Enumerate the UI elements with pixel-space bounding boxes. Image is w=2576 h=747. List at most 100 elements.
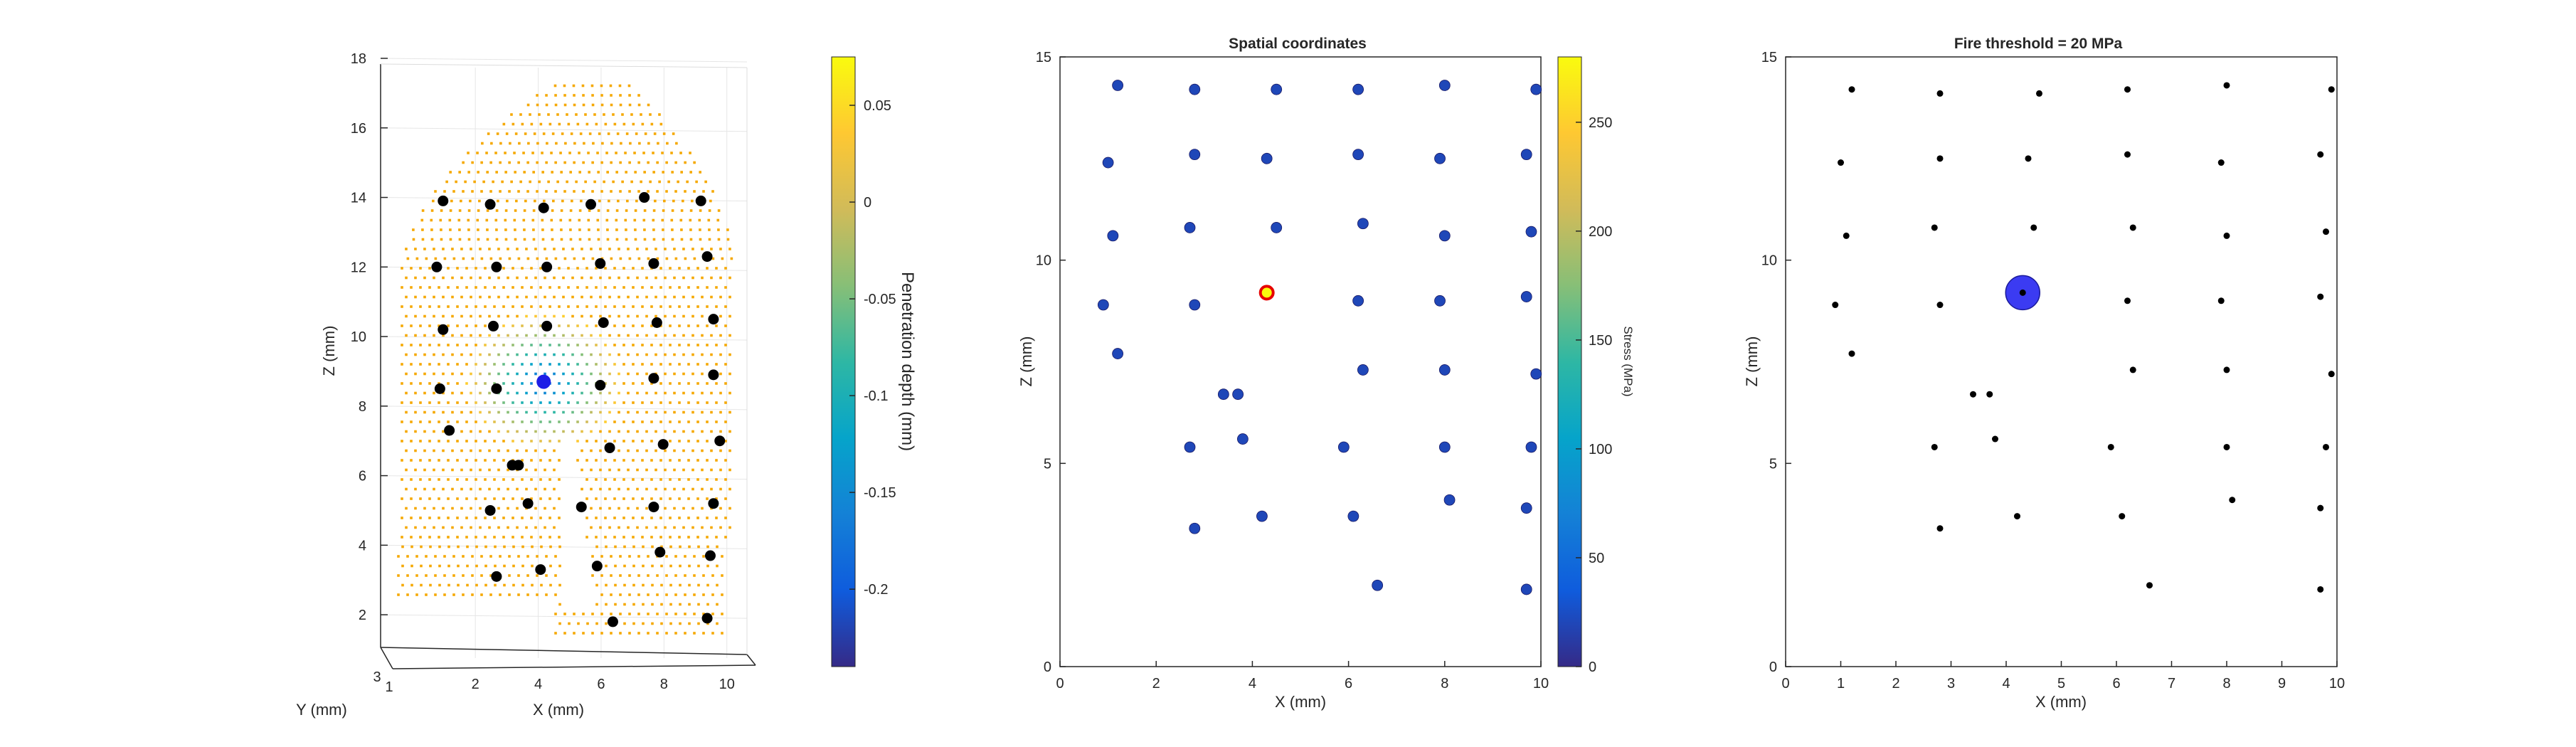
sensor-dot <box>489 574 492 577</box>
sensor-dot <box>541 171 544 174</box>
sensor-dot <box>662 228 664 231</box>
sensor-dot <box>475 401 477 404</box>
ztick-label: 10 <box>351 329 366 345</box>
sensor-dot <box>682 372 685 376</box>
sensor-dot <box>433 468 435 472</box>
sensor-dot <box>460 449 463 452</box>
sensor-dot <box>601 142 604 145</box>
sensor-dot <box>715 478 718 481</box>
sensor-dot <box>667 180 670 184</box>
sensor-dot <box>610 190 613 193</box>
sensor-dot <box>452 593 455 596</box>
sensor-dot <box>442 449 445 452</box>
sensor-dot <box>521 536 524 539</box>
sensor-dot <box>477 171 479 174</box>
sensor-dot <box>716 545 719 549</box>
sensor-dot <box>615 152 618 154</box>
sensor-dot <box>421 209 425 212</box>
colorbar-tick-label: -0.05 <box>864 292 896 307</box>
sensor-dot <box>530 267 533 270</box>
sensor-dot <box>544 334 546 337</box>
sensor-dot <box>622 497 625 500</box>
sensor-dot <box>728 295 731 299</box>
sensor-dot <box>669 382 672 385</box>
sensor-dot <box>433 314 435 318</box>
sensor-dot <box>691 372 694 376</box>
sensor-dot <box>649 113 652 116</box>
sensor-dot <box>674 593 677 596</box>
sensor-dot <box>576 401 579 404</box>
marker-dot <box>695 195 706 206</box>
sensor-dot <box>682 391 685 395</box>
sensor-dot <box>673 276 676 280</box>
sensor-dot <box>516 248 519 250</box>
sensor-dot <box>567 324 570 327</box>
sensor-dot <box>585 459 588 462</box>
sensor-dot <box>484 420 487 423</box>
sensor-dot <box>512 420 514 423</box>
sensor-dot <box>696 516 699 519</box>
sensor-dot <box>451 295 454 299</box>
sensor-dot <box>582 613 585 615</box>
sensor-dot <box>620 142 622 145</box>
sensor-dot <box>658 180 661 184</box>
marker-dot <box>598 317 609 329</box>
sensor-dot <box>619 257 622 260</box>
sensor-dot <box>660 545 663 549</box>
sensor-dot <box>600 94 603 97</box>
sensor-dot <box>691 295 694 299</box>
sensor-dot <box>507 295 509 299</box>
sensor-dot <box>593 180 596 184</box>
data-point <box>2223 232 2230 239</box>
sensor-dot <box>605 583 608 587</box>
sensor-dot <box>636 334 639 337</box>
sensor-dot <box>647 632 650 635</box>
sensor-dot <box>526 593 529 596</box>
sensor-dot <box>553 84 557 88</box>
sensor-dot <box>585 324 588 327</box>
sensor-dot <box>632 536 635 539</box>
sensor-dot <box>447 382 450 385</box>
sensor-dot <box>608 295 611 299</box>
sensor-dot <box>659 344 662 346</box>
sensor-dot <box>664 353 667 356</box>
sensor-dot <box>671 171 674 174</box>
sensor-dot <box>499 593 502 596</box>
sensor-dot <box>687 459 690 462</box>
sensor-dot <box>719 487 722 491</box>
ytick-label: 0 <box>1769 659 1777 675</box>
sensor-dot <box>696 478 699 481</box>
sensor-dot <box>604 497 607 500</box>
sensor-dot <box>696 536 699 539</box>
sensor-dot <box>493 420 496 423</box>
sensor-dot <box>530 382 533 385</box>
sensor-dot <box>588 209 591 212</box>
sensor-dot <box>669 305 672 308</box>
sensor-dot <box>701 314 704 318</box>
sensor-dot <box>479 276 482 280</box>
sensor-dot <box>548 497 551 500</box>
sensor-dot <box>527 142 530 145</box>
sensor-dot <box>719 449 722 452</box>
sensor-dot <box>466 564 469 568</box>
sensor-dot <box>596 152 599 154</box>
marker-dot <box>434 383 445 394</box>
sensor-dot <box>576 267 579 270</box>
sensor-dot <box>637 161 640 164</box>
sensor-dot <box>650 401 653 404</box>
sensor-dot <box>689 152 691 154</box>
sensor-dot <box>544 248 546 250</box>
sensor-dot <box>614 583 617 587</box>
data-point <box>1438 230 1451 242</box>
sensor-dot <box>433 430 435 433</box>
sensor-dot <box>605 152 608 154</box>
marker-dot <box>438 195 449 206</box>
sensor-dot <box>415 574 418 577</box>
sensor-dot <box>669 401 672 404</box>
sensor-dot <box>479 410 482 414</box>
sensor-dot <box>456 497 459 500</box>
sensor-dot <box>585 420 588 423</box>
data-point <box>1936 525 1944 532</box>
sensor-dot <box>556 180 559 184</box>
